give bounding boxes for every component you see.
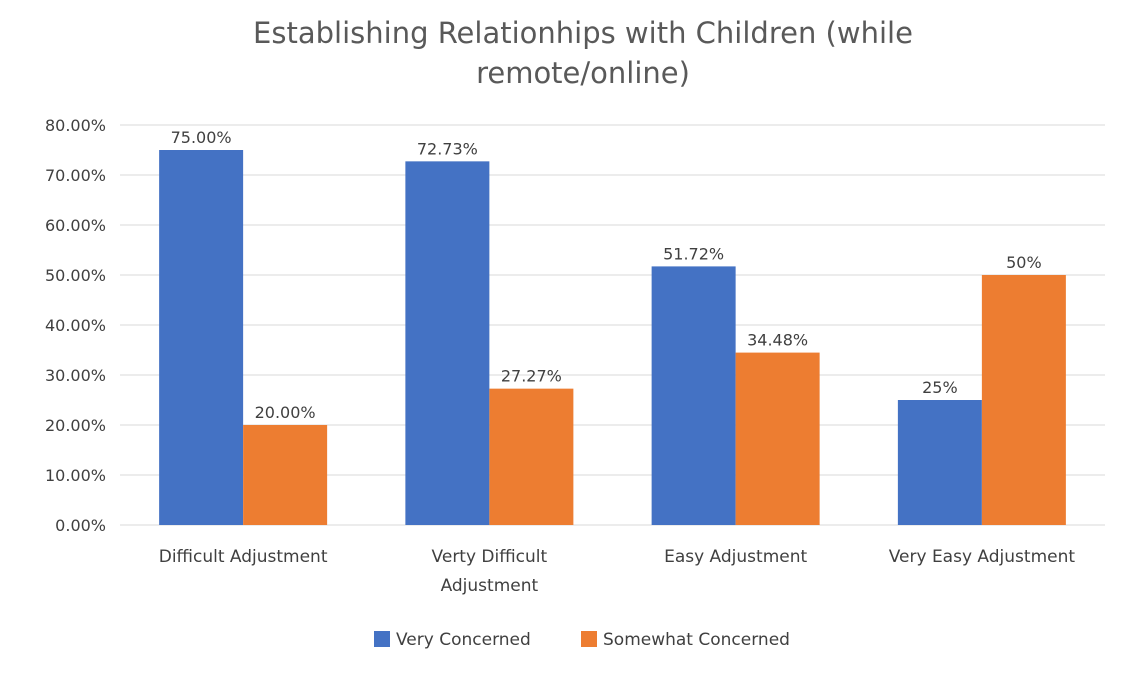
data-label: 25% xyxy=(922,378,958,397)
bar-somewhat-concerned xyxy=(489,388,574,525)
bar-very-concerned xyxy=(651,266,736,525)
bar-somewhat-concerned xyxy=(735,352,820,525)
x-category-label: Difficult Adjustment xyxy=(159,547,328,567)
y-axis-ticks: 0.00% 10.00% 20.00% 30.00% 40.00% 50.00% 60.00… xyxy=(45,116,106,535)
y-tick-label: 30.00% xyxy=(45,366,106,385)
bar-very-concerned xyxy=(897,400,982,525)
data-label: 51.72% xyxy=(663,244,724,263)
data-label: 72.73% xyxy=(417,139,478,158)
x-category-label: Verty Difficult xyxy=(432,547,548,567)
chart-title: Establishing Relationhips with Children … xyxy=(253,16,913,90)
data-label: 34.48% xyxy=(747,331,808,350)
x-category-label: Easy Adjustment xyxy=(664,547,807,567)
y-tick-label: 0.00% xyxy=(55,516,106,535)
data-label: 50% xyxy=(1006,253,1042,272)
x-category-label: Adjustment xyxy=(441,576,539,596)
bar-somewhat-concerned xyxy=(243,425,328,525)
x-axis-categories: Difficult Adjustment Verty Difficult Adjus… xyxy=(159,547,1076,596)
x-category-label: Very Easy Adjustment xyxy=(889,547,1076,567)
legend-label: Somewhat Concerned xyxy=(603,630,790,650)
data-label: 75.00% xyxy=(171,128,232,147)
legend: Very Concerned Somewhat Concerned xyxy=(374,630,790,650)
chart-title-line: remote/online) xyxy=(476,56,690,90)
bar-very-concerned xyxy=(159,150,244,525)
y-tick-label: 60.00% xyxy=(45,216,106,235)
y-tick-label: 10.00% xyxy=(45,466,106,485)
bars xyxy=(159,150,1066,525)
y-tick-label: 80.00% xyxy=(45,116,106,135)
data-labels: 75.00% 20.00% 72.73% 27.27% 51.72% 34.48% 25% 5… xyxy=(171,128,1042,422)
legend-swatch xyxy=(374,631,390,647)
bar-somewhat-concerned xyxy=(981,275,1066,525)
y-tick-label: 20.00% xyxy=(45,416,106,435)
y-tick-label: 40.00% xyxy=(45,316,106,335)
y-tick-label: 50.00% xyxy=(45,266,106,285)
y-tick-label: 70.00% xyxy=(45,166,106,185)
legend-label: Very Concerned xyxy=(396,630,531,650)
legend-swatch xyxy=(581,631,597,647)
bar-very-concerned xyxy=(405,161,490,525)
chart-title-line: Establishing Relationhips with Children … xyxy=(253,16,913,50)
data-label: 20.00% xyxy=(255,403,316,422)
data-label: 27.27% xyxy=(501,367,562,386)
